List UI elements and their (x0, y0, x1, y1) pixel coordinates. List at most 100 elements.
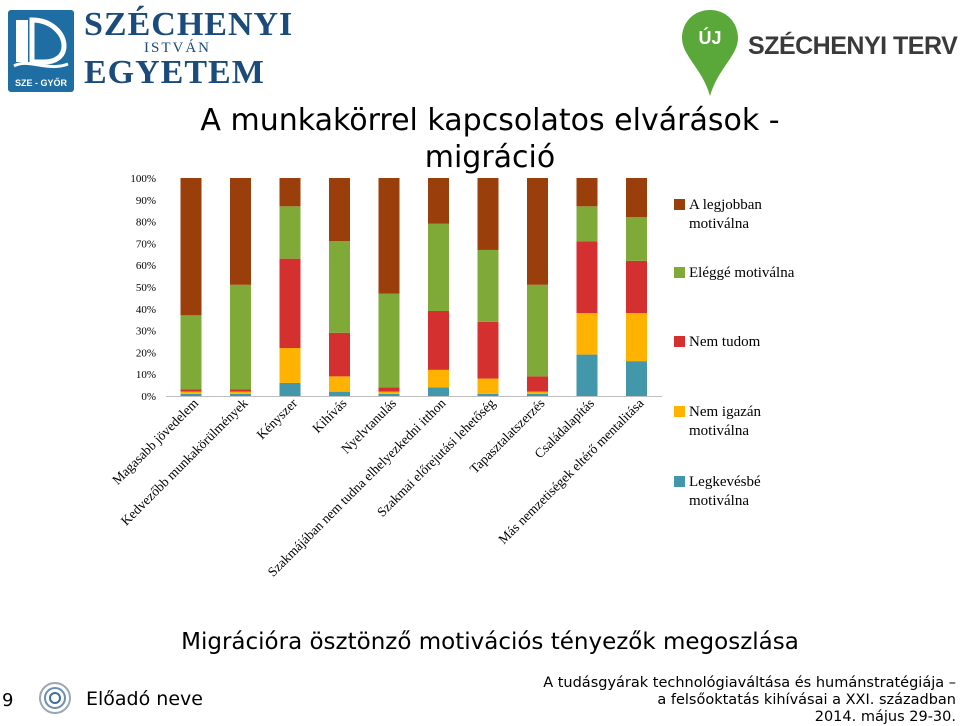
slide-number: 9 (2, 690, 14, 711)
bar-szakmai-elorejutasi-lehetoseg-a-legjobban-motivalna (477, 178, 499, 250)
bar-tapasztalatszerzes-a-legjobban-motivalna (527, 178, 548, 285)
bar-mas-nemzetisegek-eltero-mentalitasa-elegge-motivalna (626, 217, 647, 261)
bar-szakmajaban-nem-tudna-elhelyezkedni-itthon-a-legjobban-motivalna (428, 178, 449, 224)
bar-nyelvtanulas-a-legjobban-motivalna (378, 178, 400, 294)
bar-szakmai-elorejutasi-lehetoseg-nem-igazan-motivalna (477, 378, 499, 394)
bar-magasabb-jovedelem-legkevesbe-motivalna (180, 393, 202, 396)
bar-kenyszer-nem-igazan-motivalna (279, 348, 301, 383)
legend-swatch-elegge-motivalna (674, 267, 685, 278)
y-tick-label: 70% (136, 238, 156, 250)
bar-magasabb-jovedelem-a-legjobban-motivalna (180, 178, 202, 316)
bar-csaladalapitas-nem-tudom (576, 241, 598, 314)
y-tick-label: 60% (136, 260, 156, 272)
uj-badge: ÚJ (698, 28, 722, 48)
bar-kihivas-a-legjobban-motivalna (329, 178, 350, 242)
x-tick-label: Magasabb jövedelem (109, 395, 201, 487)
legend-swatch-legkevesbe-motivalna (674, 476, 685, 487)
bar-mas-nemzetisegek-eltero-mentalitasa-nem-tudom (626, 260, 647, 314)
y-tick-label: 10% (136, 369, 156, 381)
y-tick-label: 90% (136, 195, 156, 207)
bar-csaladalapitas-legkevesbe-motivalna (576, 354, 598, 396)
conference-date: 2014. május 29-30. (814, 709, 956, 725)
legend-label-nem-igazan-motivalna: Nem igazán motiválna (689, 404, 762, 439)
bar-szakmajaban-nem-tudna-elhelyezkedni-itthon-nem-tudom (428, 310, 449, 370)
bar-kedvezobb-munkakorulmenyek-legkevesbe-motivalna (230, 393, 251, 396)
bar-kenyszer-nem-tudom (279, 258, 301, 349)
bar-kedvezobb-munkakorulmenyek-nem-igazan-motivalna (230, 391, 251, 394)
conference-info: A tudásgyárak technológiaváltása és humá… (543, 675, 956, 726)
bar-szakmajaban-nem-tudna-elhelyezkedni-itthon-nem-igazan-motivalna (428, 369, 449, 388)
legend-swatch-nem-tudom (674, 336, 685, 347)
bar-csaladalapitas-a-legjobban-motivalna (576, 178, 598, 207)
bar-magasabb-jovedelem-elegge-motivalna (180, 315, 202, 390)
presenter-name: Előadó neve (86, 688, 203, 710)
slide-title: A munkakörrel kapcsolatos elvárások - mi… (200, 103, 780, 175)
y-tick-label: 0% (141, 391, 156, 403)
conference-line-1: A tudásgyárak technológiaváltása és humá… (543, 675, 956, 691)
bar-mas-nemzetisegek-eltero-mentalitasa-nem-igazan-motivalna (626, 313, 647, 362)
bar-mas-nemzetisegek-eltero-mentalitasa-a-legjobban-motivalna (626, 178, 647, 218)
bar-kihivas-elegge-motivalna (329, 241, 350, 333)
conference-line-2: a felsőoktatás kihívásai a XXI. századba… (657, 692, 956, 708)
university-name-line3: EGYETEM (84, 54, 265, 91)
y-tick-label: 80% (136, 217, 156, 229)
emblem-text: SZE - GYŐR (14, 78, 67, 88)
bar-szakmai-elorejutasi-lehetoseg-elegge-motivalna (477, 249, 499, 322)
bar-kedvezobb-munkakorulmenyek-nem-tudom (230, 389, 251, 392)
bar-nyelvtanulas-elegge-motivalna (378, 293, 400, 388)
bar-szakmajaban-nem-tudna-elhelyezkedni-itthon-legkevesbe-motivalna (428, 387, 449, 396)
y-tick-label: 20% (136, 347, 156, 359)
university-emblem: SZE - GYŐR (8, 10, 74, 92)
x-tick-label: Kihívás (309, 396, 349, 436)
bar-kihivas-nem-igazan-motivalna (329, 376, 350, 392)
spiral-logo-icon (38, 681, 72, 715)
plan-name: SZÉCHENYI TERV (748, 32, 958, 60)
legend-label-a-legjobban-motivalna: A legjobban motiválna (689, 197, 762, 232)
chart-legend: A legjobban motiválna Eléggé motiválna Nem … (674, 197, 795, 509)
legend-label-legkevesbe-motivalna: Legkevésbé motiválna (689, 474, 761, 509)
legend-label-nem-tudom: Nem tudom (689, 334, 761, 350)
map-pin-icon: ÚJ (680, 8, 740, 98)
bar-tapasztalatszerzes-nem-igazan-motivalna (527, 391, 548, 394)
bar-szakmajaban-nem-tudna-elhelyezkedni-itthon-elegge-motivalna (428, 223, 449, 311)
bar-kenyszer-a-legjobban-motivalna (279, 178, 301, 207)
chart-caption: Migrációra ösztönző motivációs tényezők … (181, 629, 799, 655)
y-tick-label: 40% (136, 304, 156, 316)
bar-magasabb-jovedelem-nem-tudom (180, 389, 202, 392)
stacked-bar-chart: 0% 10% 20% 30% 40% 50% 60% 70% 80% 90% 100% Magasa… (109, 173, 795, 579)
bar-szakmai-elorejutasi-lehetoseg-legkevesbe-motivalna (477, 393, 499, 396)
bar-mas-nemzetisegek-eltero-mentalitasa-legkevesbe-motivalna (626, 361, 647, 396)
bar-csaladalapitas-nem-igazan-motivalna (576, 313, 598, 355)
bar-tapasztalatszerzes-elegge-motivalna (527, 284, 548, 377)
bar-nyelvtanulas-nem-igazan-motivalna (378, 391, 400, 394)
bar-szakmai-elorejutasi-lehetoseg-nem-tudom (477, 321, 499, 379)
x-tick-label: Kényszer (253, 395, 300, 442)
bar-nyelvtanulas-nem-tudom (378, 387, 400, 392)
bar-tapasztalatszerzes-legkevesbe-motivalna (527, 393, 548, 396)
bar-tapasztalatszerzes-nem-tudom (527, 376, 548, 392)
y-tick-label: 50% (136, 282, 156, 294)
bar-kedvezobb-munkakorulmenyek-elegge-motivalna (230, 284, 251, 390)
legend-swatch-a-legjobban-motivalna (674, 199, 685, 210)
bar-kedvezobb-munkakorulmenyek-a-legjobban-motivalna (230, 178, 251, 285)
y-tick-label: 30% (136, 326, 156, 338)
university-logo: SZE - GYŐR SZÉCHENYI ISTVÁN EGYETEM (4, 6, 304, 94)
bar-magasabb-jovedelem-nem-igazan-motivalna (180, 391, 202, 394)
university-name-line1: SZÉCHENYI (84, 6, 294, 43)
bar-nyelvtanulas-legkevesbe-motivalna (378, 393, 400, 396)
legend-swatch-nem-igazan-motivalna (674, 406, 685, 417)
bar-kihivas-nem-tudom (329, 332, 350, 377)
bar-kihivas-legkevesbe-motivalna (329, 391, 350, 396)
legend-label-elegge-motivalna: Eléggé motiválna (689, 265, 795, 281)
bar-csaladalapitas-elegge-motivalna (576, 206, 598, 242)
university-name-line2: ISTVÁN (144, 40, 211, 56)
x-tick-label: Szakmájában nem tudna elhelyezkedni itth… (265, 395, 449, 579)
bar-kenyszer-legkevesbe-motivalna (279, 382, 301, 396)
emblem-graphic (13, 17, 69, 69)
y-tick-label: 100% (130, 173, 156, 185)
chart-bars (180, 178, 647, 396)
szechenyi-terv-logo: ÚJ SZÉCHENYI TERV (680, 6, 960, 96)
chart-axes: 0% 10% 20% 30% 40% 50% 60% 70% 80% 90% 100% (130, 173, 662, 403)
bar-kenyszer-elegge-motivalna (279, 206, 301, 259)
